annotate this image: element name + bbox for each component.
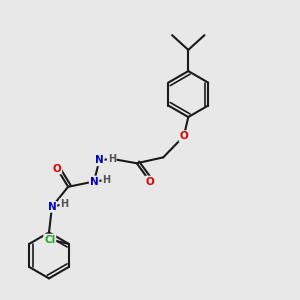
Text: Cl: Cl bbox=[44, 235, 56, 244]
Text: N: N bbox=[95, 155, 104, 165]
Text: H: H bbox=[102, 175, 110, 185]
Text: N: N bbox=[48, 202, 56, 212]
Text: O: O bbox=[52, 164, 61, 173]
Text: H: H bbox=[60, 199, 68, 209]
Text: O: O bbox=[179, 131, 188, 141]
Text: N: N bbox=[90, 176, 98, 187]
Text: O: O bbox=[146, 176, 154, 187]
Text: H: H bbox=[108, 154, 116, 164]
